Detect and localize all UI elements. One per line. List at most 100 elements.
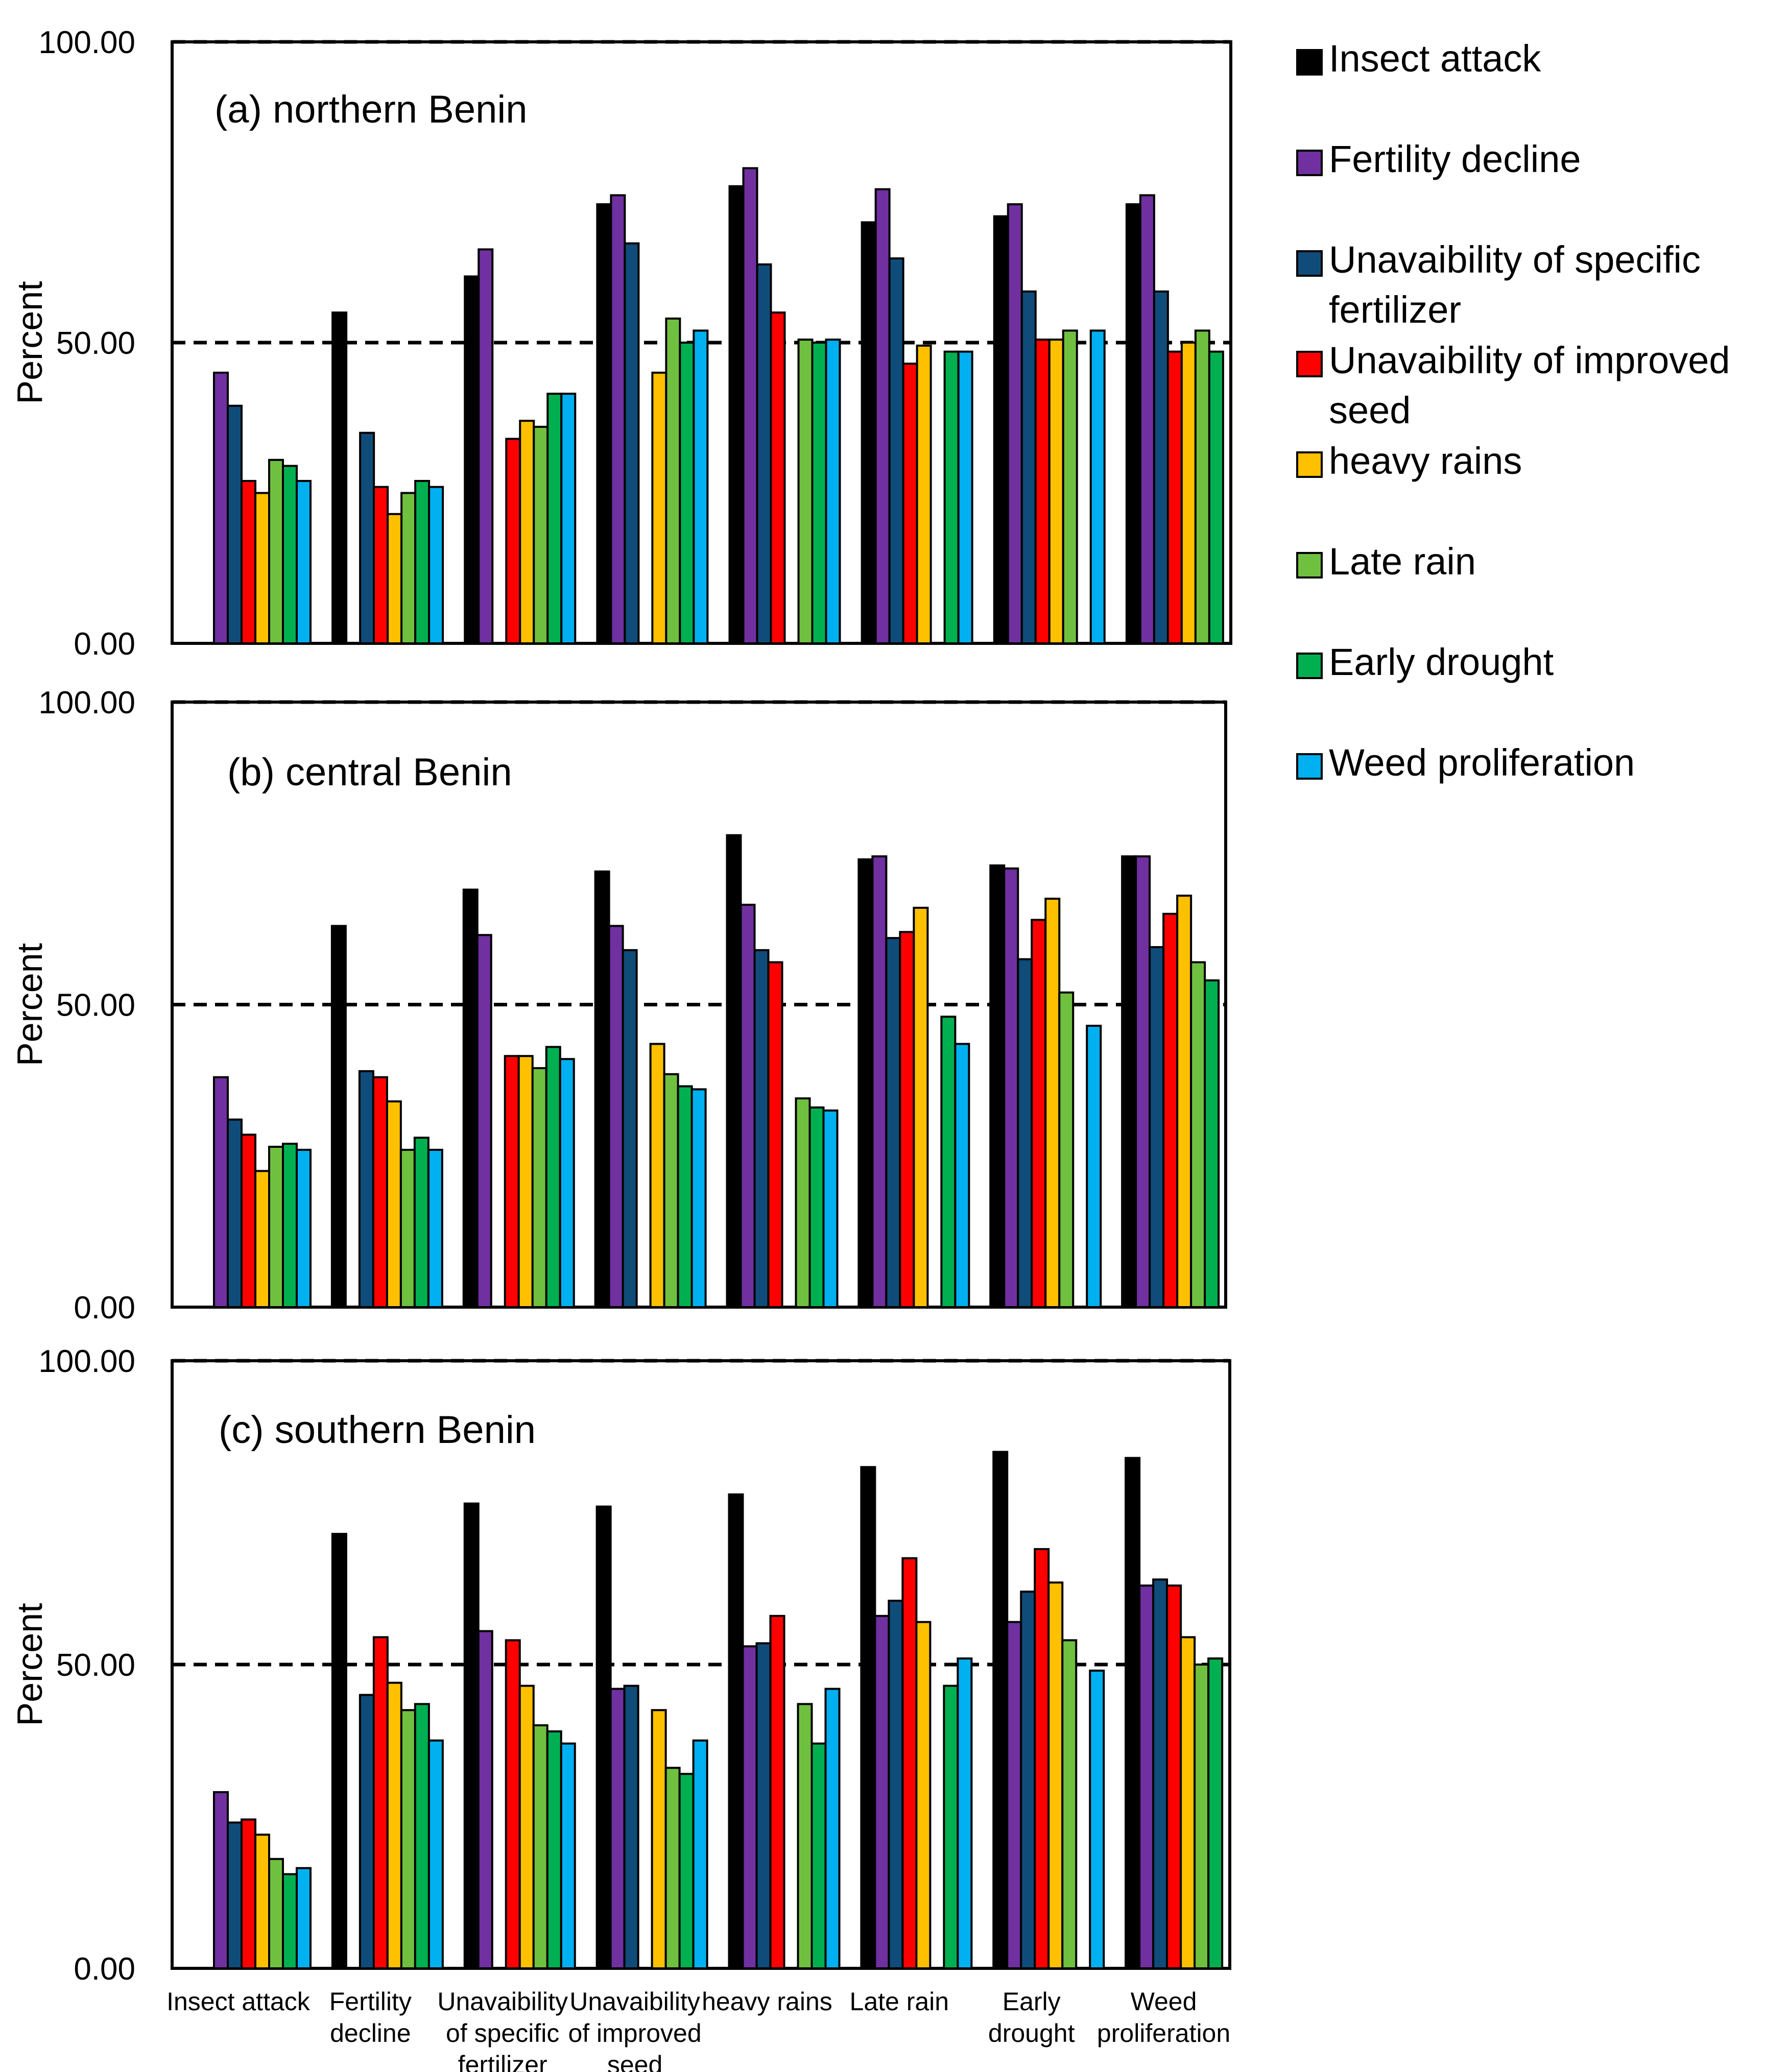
bar-insect-attack [595,1505,612,1970]
bar-insect-attack [330,925,347,1308]
bar-fertility-decline [740,903,756,1308]
bar-late-rain [268,459,284,645]
bar-fertility-decline [213,1791,229,1969]
bar-early-drought [940,1016,957,1308]
bar-late-rain [1061,1639,1078,1969]
bar-early-drought [414,479,431,644]
bar-weed-proliferation [825,339,841,644]
bar-unavaibility-of-improved-seed [1034,339,1051,644]
bar-weed-proliferation [1089,329,1106,644]
bar-heavy-rains [913,906,929,1308]
bar-fertility-decline [1006,1621,1022,1969]
bar-late-rain [268,1145,284,1309]
legend-swatch [1296,49,1323,76]
bar-weed-proliferation [296,1148,312,1308]
bar-early-drought [546,1730,562,1969]
bar-early-drought [678,1773,695,1969]
bar-fertility-decline [213,1076,229,1308]
bar-heavy-rains [916,344,932,644]
panel-label: (a) northern Benin [214,88,528,131]
bar-early-drought [1204,979,1220,1308]
bar-insect-attack [464,275,480,644]
bar-early-drought [679,342,695,644]
bar-fertility-decline [742,1645,758,1970]
bar-fertility-decline [1003,867,1019,1308]
y-tick-label: 100.00 [38,25,135,60]
x-tick-label: heavy rains [702,1987,832,2016]
legend-item: Unavaibility of improved seed [1296,339,1730,431]
bar-weed-proliferation [1089,1669,1105,1969]
bar-late-rain [664,1767,681,1970]
x-tick-label: Unavaibility of specific fertilizer [437,1987,568,2072]
bar-late-rain [399,1148,416,1308]
bar-unavaibility-of-improved-seed [902,363,918,644]
bar-insect-attack [728,185,745,645]
bar-insect-attack [462,888,479,1308]
bar-late-rain [797,1703,813,1970]
bar-unavaibility-of-improved-seed [241,479,256,644]
bar-fertility-decline [742,167,758,644]
bar-late-rain [1194,1664,1210,1969]
bar-unavaibility-of-improved-seed [1034,1548,1050,1969]
x-tick-label: Weed proliferation [1097,1987,1230,2047]
bar-late-rain [663,1073,679,1308]
bar-unavaibility-of-improved-seed [901,1557,918,1969]
bar-early-drought [808,1106,825,1308]
bar-unavaibility-of-specific-fertilizer [1017,958,1033,1308]
bar-late-rain [1190,961,1206,1309]
legend-label: heavy rains [1329,440,1522,482]
bar-late-rain [1194,329,1210,644]
bar-fertility-decline [1135,855,1151,1309]
bar-insect-attack [989,864,1006,1308]
panel-label: (b) central Benin [227,751,512,794]
bar-heavy-rains [386,1100,402,1309]
bar-early-drought [811,342,827,644]
bar-unavaibility-of-specific-fertilizer [227,1118,243,1308]
chart-panels: 0.00 50.00 100.00 Percent (a) northern Benin… [10,25,1232,2072]
bar-unavaibility-of-specific-fertilizer [756,263,772,644]
bar-heavy-rains [1176,895,1192,1308]
legend-swatch [1296,653,1323,679]
bar-early-drought [545,1046,561,1308]
bar-early-drought [282,1873,298,1970]
bar-unavaibility-of-improved-seed [1166,350,1183,644]
legend-label: Weed proliferation [1329,741,1635,784]
legend-swatch [1296,451,1323,478]
bar-weed-proliferation [822,1109,839,1308]
bar-heavy-rains [517,1055,534,1309]
bar-heavy-rains [387,513,403,644]
bar-heavy-rains [1180,1636,1196,1969]
legend-item: Late rain [1296,540,1476,583]
y-axis-label: Percent [10,943,50,1066]
bar-unavaibility-of-improved-seed [1162,912,1179,1308]
bar-unavaibility-of-improved-seed [1166,1584,1182,1970]
bar-heavy-rains [1044,898,1061,1308]
bar-early-drought [1208,350,1224,644]
bar-weed-proliferation [428,486,444,644]
bar-unavaibility-of-specific-fertilizer [755,1642,772,1970]
bar-unavaibility-of-specific-fertilizer [1153,290,1169,644]
bar-insect-attack [331,1533,347,1969]
bar-weed-proliferation [296,1867,312,1969]
bar-fertility-decline [874,1615,890,1970]
bar-unavaibility-of-specific-fertilizer [622,949,638,1308]
bar-early-drought [282,465,298,644]
bar-unavaibility-of-improved-seed [373,486,389,644]
bar-unavaibility-of-specific-fertilizer [1152,1578,1168,1969]
bar-weed-proliferation [692,1739,708,1969]
bar-unavaibility-of-specific-fertilizer [1020,290,1037,644]
bar-unavaibility-of-improved-seed [767,961,783,1309]
bar-heavy-rains [915,1621,932,1969]
bar-unavaibility-of-specific-fertilizer [358,1070,374,1309]
bar-heavy-rains [1048,339,1064,644]
legend-item: heavy rains [1296,440,1522,482]
bar-early-drought [413,1137,430,1308]
bar-fertility-decline [874,188,891,644]
bar-unavaibility-of-improved-seed [899,931,915,1309]
legend-item: Insect attack [1296,37,1541,80]
bar-unavaibility-of-improved-seed [769,1615,785,1970]
legend-label: Unavaibility of specific fertilizer [1329,238,1701,331]
x-tick-label: Late rain [850,1987,949,2016]
bar-unavaibility-of-improved-seed [505,438,521,644]
